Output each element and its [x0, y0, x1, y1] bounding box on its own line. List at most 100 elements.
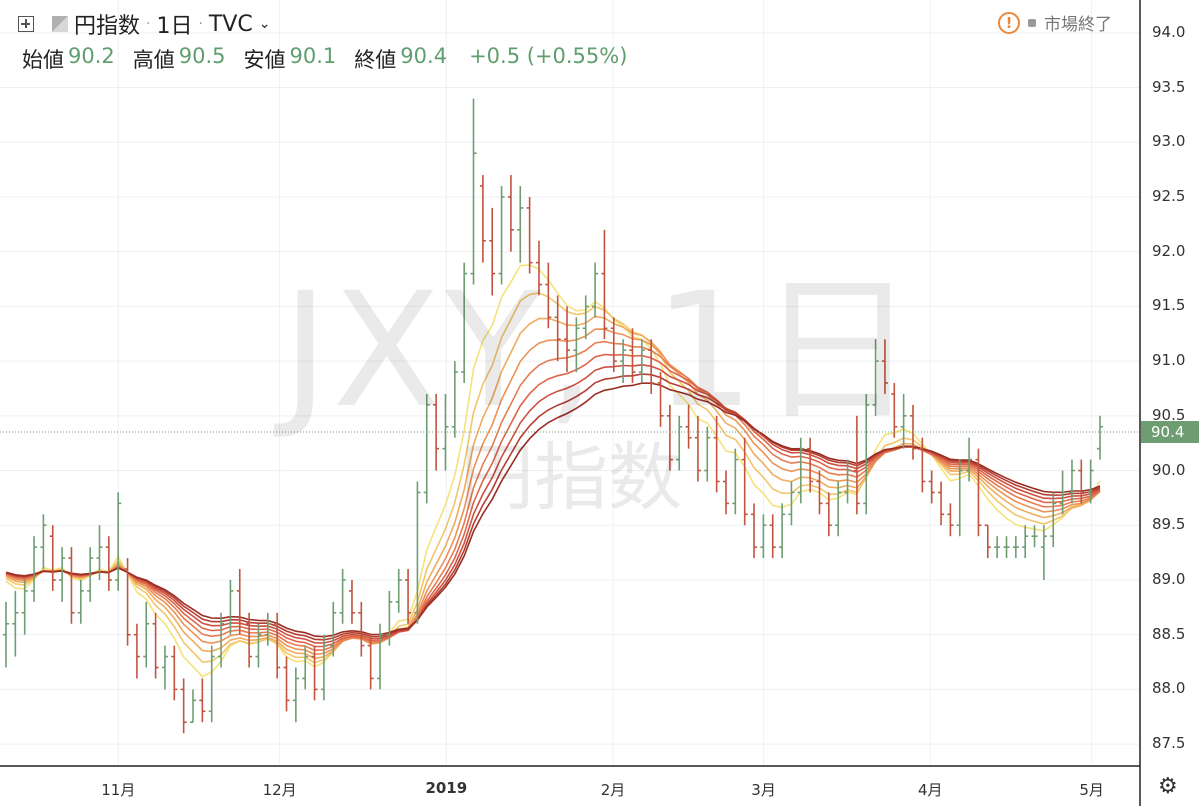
ohlc-bar	[386, 590, 393, 646]
y-tick-label: 89.5	[1152, 515, 1186, 534]
ohlc-bar	[12, 590, 19, 657]
ohlc-bar	[330, 601, 337, 657]
ohlc-bar	[797, 437, 804, 504]
y-tick-label: 94.0	[1152, 22, 1186, 41]
y-tick-label: 90.5	[1152, 405, 1186, 424]
ohlc-bar	[3, 601, 9, 668]
x-tick-label: 2019	[425, 779, 468, 797]
y-tick-label: 92.5	[1152, 186, 1186, 205]
ohlc-bar	[246, 612, 253, 668]
ohlc-bar	[966, 437, 973, 482]
y-tick-label: 91.5	[1152, 296, 1186, 315]
ohlc-bar	[274, 612, 281, 679]
ohlc-bar	[844, 459, 851, 504]
ohlc-bar	[816, 470, 823, 515]
ohlc-bar	[1003, 536, 1010, 559]
ohlc-bar	[87, 547, 94, 602]
ema-line	[5, 382, 1101, 638]
ohlc-bar	[722, 470, 729, 515]
high-value: 90.5	[178, 44, 226, 68]
ohlc-bar	[694, 415, 701, 482]
ema-line	[5, 292, 1101, 664]
x-tick-label: 2月	[600, 781, 626, 799]
ohlc-bar	[1031, 525, 1038, 548]
ohlc-bar	[657, 372, 664, 427]
ohlc-bar	[835, 481, 842, 537]
ohlc-bar	[1022, 525, 1029, 559]
ohlc-bar	[507, 175, 514, 252]
ohlc-bar	[517, 186, 524, 263]
ohlc-bar	[199, 678, 206, 723]
gear-icon[interactable]: ⚙	[1158, 774, 1178, 799]
ohlc-bar	[77, 579, 84, 624]
ohlc-bar	[592, 262, 599, 318]
y-tick-label: 87.5	[1152, 734, 1186, 753]
ohlc-bar	[171, 645, 178, 701]
change-value: +0.5 (+0.55%)	[469, 44, 628, 68]
x-tick-label: 3月	[751, 781, 776, 799]
ohlc-bar	[610, 317, 617, 373]
ohlc-bar	[975, 448, 982, 537]
low-value: 90.1	[289, 44, 337, 68]
ohlc-bar	[891, 383, 898, 438]
ohlc-bar	[947, 503, 954, 537]
ohlc-bar	[685, 404, 692, 449]
x-tick-label: 4月	[918, 781, 943, 799]
ohlc-bar	[152, 612, 159, 679]
ohlc-bar	[928, 470, 935, 504]
ohlc-bar	[666, 404, 673, 471]
legend-header: 円指数 · 1日 · TVC ⌄ 始値 90.2 高値 90.5 安値 90.1…	[0, 0, 1140, 76]
ohlc-bar	[377, 623, 384, 690]
close-value: 90.4	[400, 44, 448, 68]
ohlc-bar	[984, 524, 991, 559]
symbol-name[interactable]: 円指数	[74, 14, 141, 39]
ohlc-bar	[21, 579, 28, 635]
ohlc-bar	[573, 317, 580, 373]
ohlc-bar	[676, 415, 683, 471]
ohlc-bar	[900, 393, 907, 449]
ohlc-bar	[769, 514, 776, 559]
warning-icon[interactable]: !	[998, 11, 1020, 34]
status-dot-icon	[1028, 18, 1036, 27]
high-label: 高値	[132, 48, 175, 72]
ohlc-bar	[863, 393, 870, 515]
y-tick-label: 93.5	[1152, 77, 1186, 96]
ohlc-bar	[760, 514, 767, 559]
ohlc-bar	[311, 645, 318, 701]
ohlc-bar	[105, 536, 112, 591]
chart-grid	[0, 0, 1140, 766]
ohlc-bar	[358, 601, 365, 657]
ohlc-bar	[124, 558, 131, 646]
x-tick-label: 12月	[262, 781, 297, 799]
ema-line	[5, 264, 1101, 678]
exchange-label[interactable]: TVC	[208, 11, 253, 37]
interval-label[interactable]: 1日	[156, 14, 193, 39]
ohlc-bar	[190, 689, 197, 724]
ohlc-bar	[994, 536, 1001, 559]
expand-icon[interactable]	[18, 16, 34, 32]
y-tick-label: 93.0	[1152, 132, 1186, 151]
chevron-down-icon[interactable]: ⌄	[258, 16, 271, 32]
watermark-sub: 円指数	[460, 435, 682, 521]
y-tick-label: 90.0	[1152, 460, 1186, 479]
open-label: 始値	[22, 48, 64, 72]
ohlc-bar	[620, 339, 627, 383]
ohlc-bar	[741, 437, 748, 526]
ohlc-bar	[704, 426, 711, 482]
ohlc-bar	[236, 569, 243, 635]
ohlc-bar	[320, 634, 327, 701]
ohlc-bar	[629, 328, 636, 383]
ohlc-bar	[601, 229, 608, 340]
market-status: ! 市場終了	[998, 10, 1112, 35]
ohlc-bar	[1078, 459, 1085, 504]
ohlc-bar	[938, 481, 945, 526]
ohlc-bar	[40, 514, 47, 570]
ohlc-bar	[1068, 459, 1075, 504]
ohlc-bar	[498, 186, 505, 285]
ohlc-bar	[545, 262, 552, 329]
ohlc-bar	[788, 481, 795, 526]
ohlc-bar	[564, 306, 571, 373]
ohlc-bar	[395, 569, 402, 613]
ema-line	[5, 315, 1101, 660]
